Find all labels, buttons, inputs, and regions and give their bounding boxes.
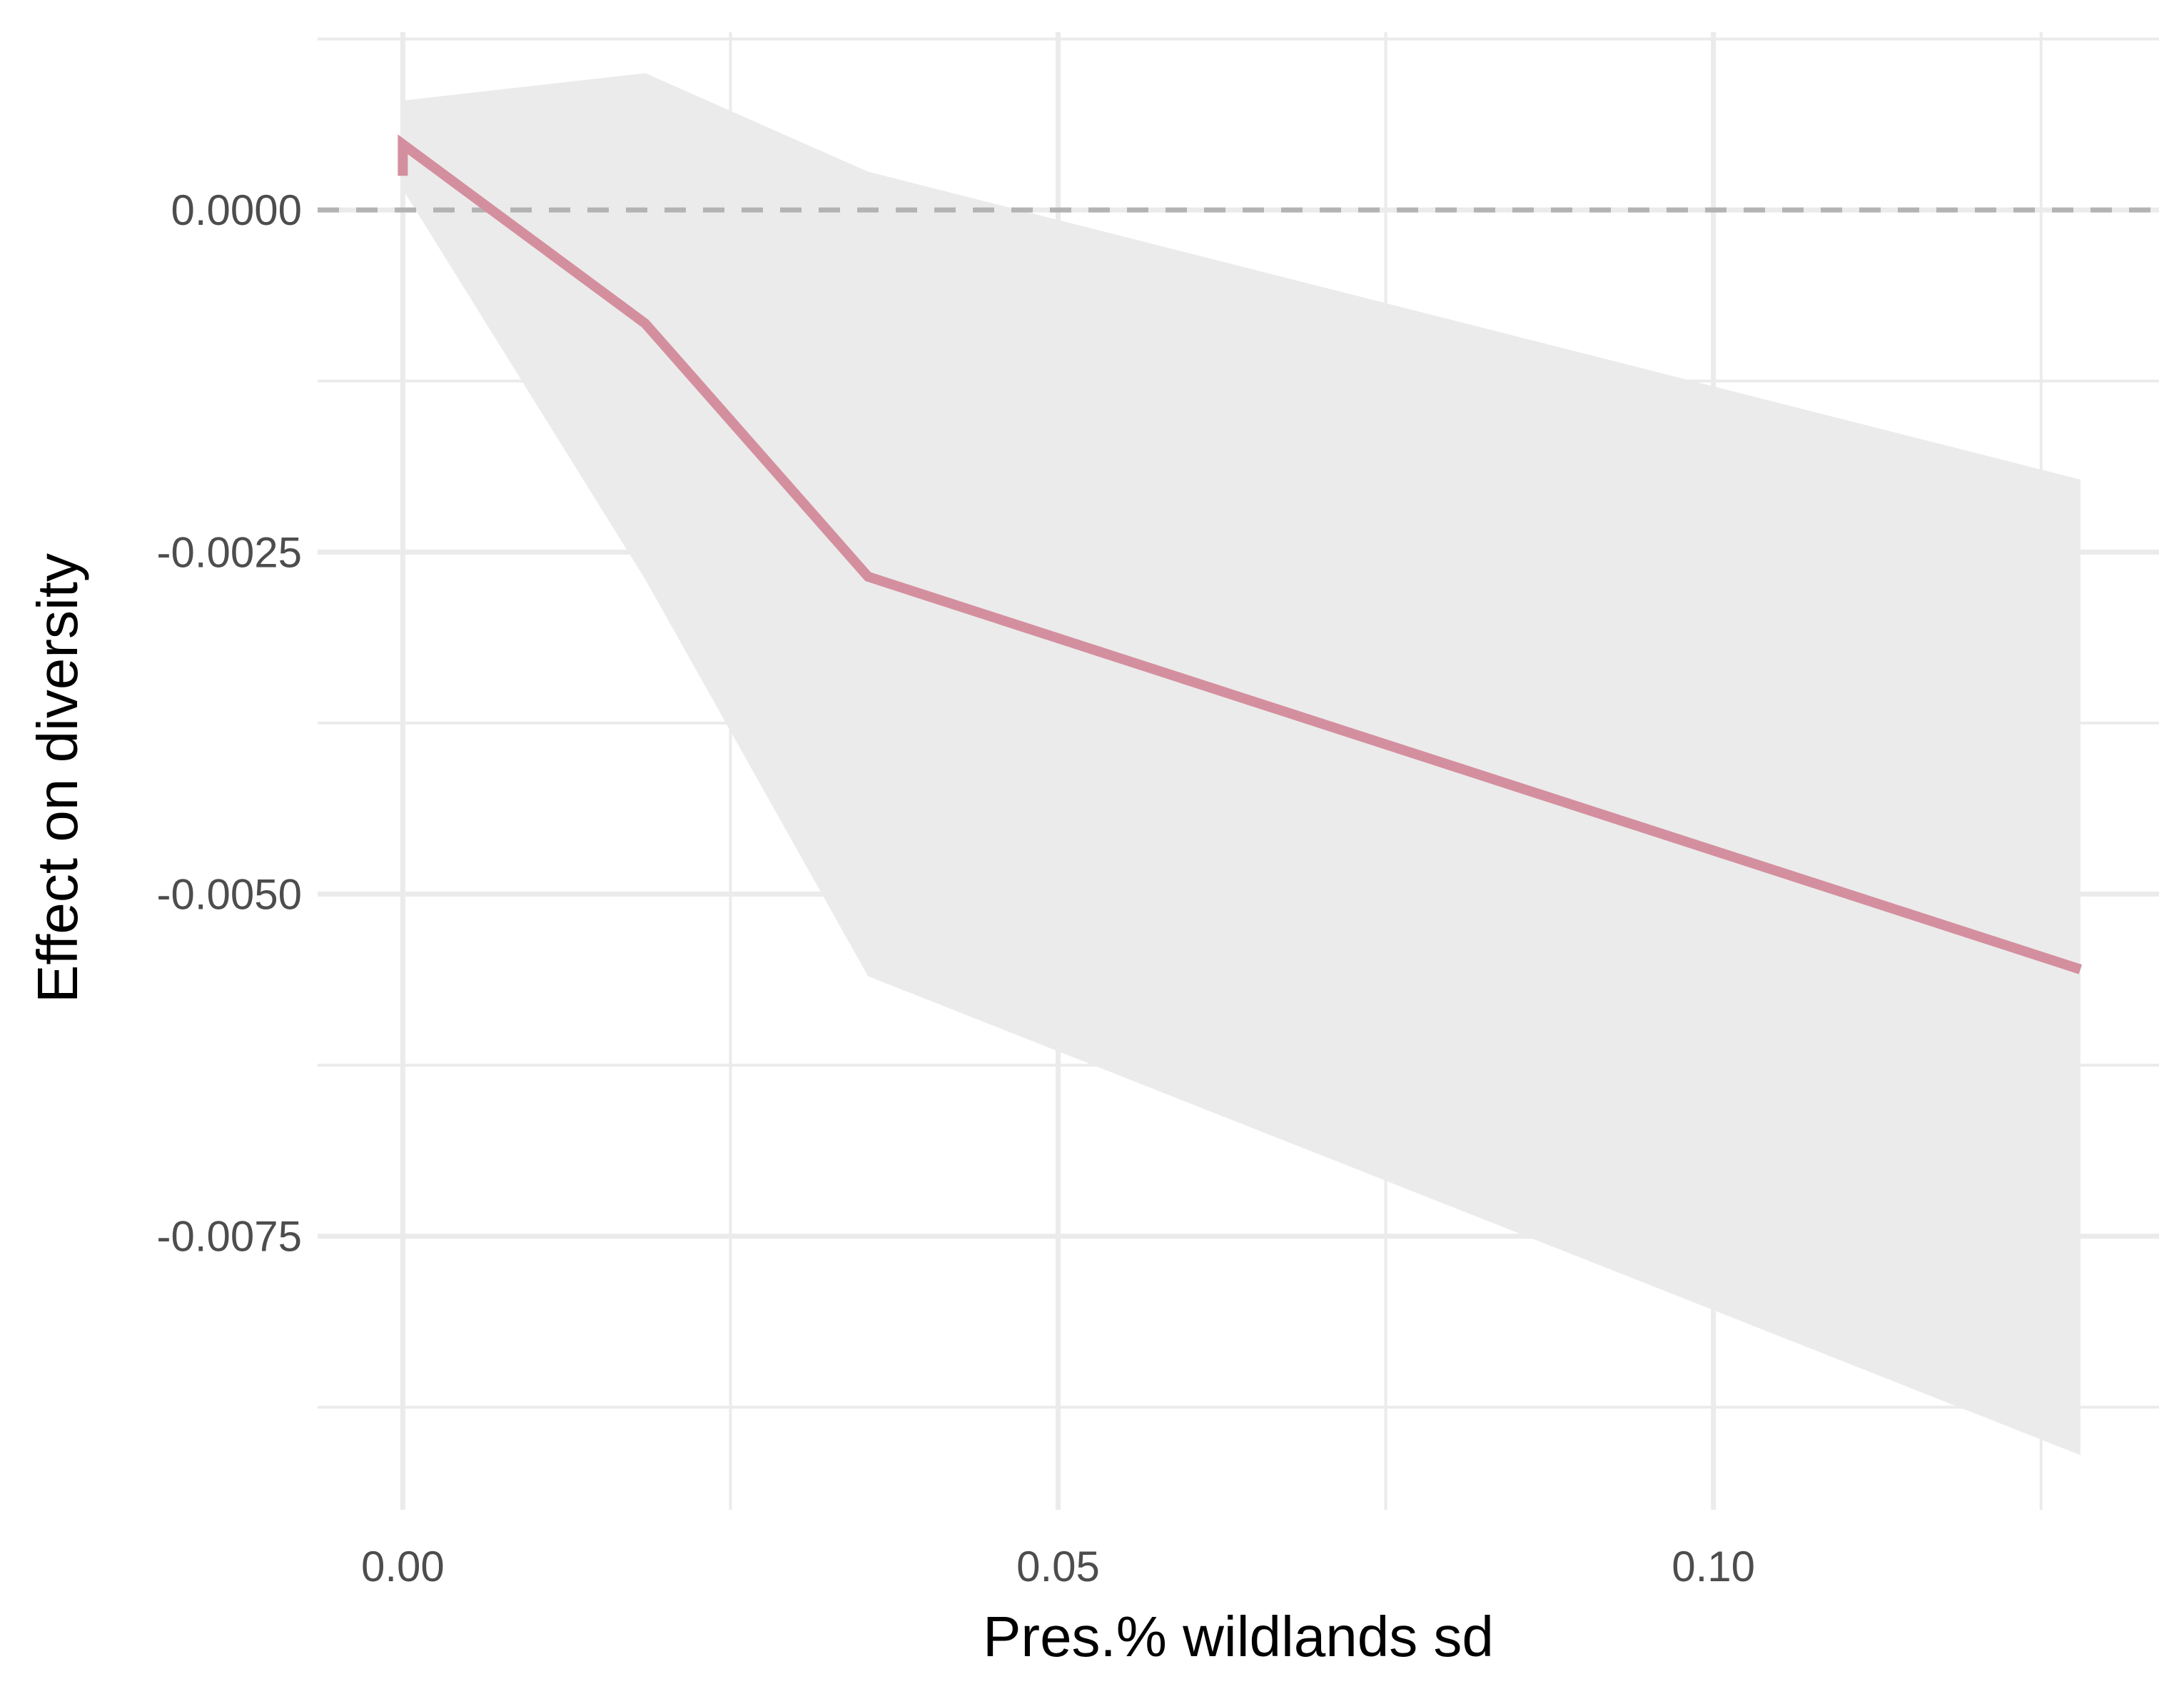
x-tick-label: 0.10 bbox=[1672, 1543, 1755, 1590]
x-tick-labels: 0.00 0.05 0.10 bbox=[361, 1543, 1755, 1590]
y-axis-title: Effect on diversity bbox=[26, 553, 89, 1003]
effect-line bbox=[398, 134, 2082, 974]
confidence-ribbons bbox=[403, 73, 2081, 1456]
y-tick-label: 0.0000 bbox=[171, 186, 302, 234]
confidence-ribbon bbox=[403, 73, 2081, 1456]
y-tick-label: -0.0075 bbox=[157, 1213, 303, 1261]
y-tick-labels: 0.0000 -0.0025 -0.0050 -0.0075 bbox=[157, 186, 303, 1261]
x-axis-title: Pres.% wildlands sd bbox=[983, 1605, 1494, 1668]
y-tick-label: -0.0050 bbox=[157, 871, 303, 919]
y-tick-label: -0.0025 bbox=[157, 528, 303, 576]
x-tick-label: 0.00 bbox=[361, 1543, 445, 1590]
x-tick-label: 0.05 bbox=[1016, 1543, 1100, 1590]
series-lines bbox=[398, 134, 2082, 974]
